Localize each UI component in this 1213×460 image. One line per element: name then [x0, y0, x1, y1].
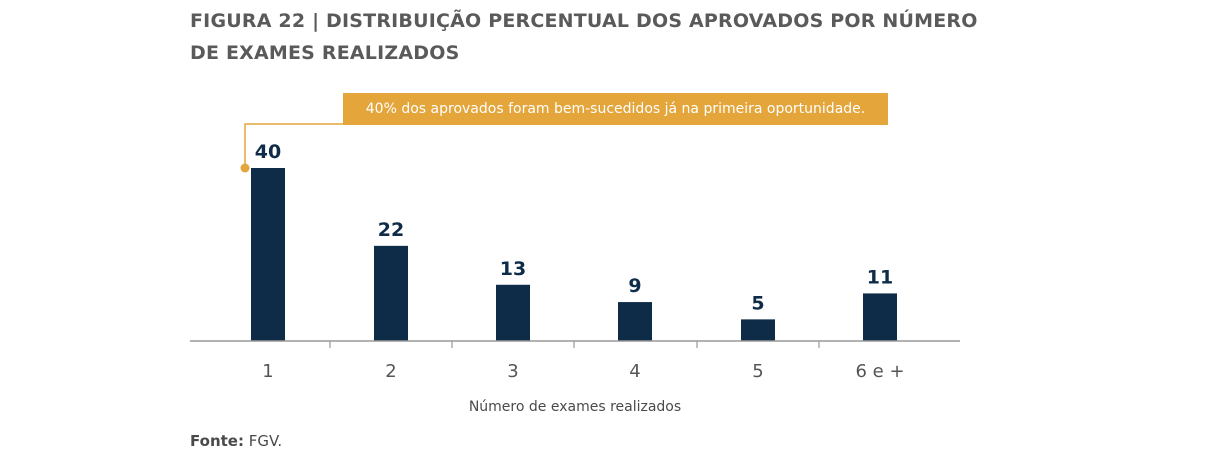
tick-label-5: 5: [752, 361, 763, 382]
title-line-1: FIGURA 22 | DISTRIBUIÇÃO PERCENTUAL DOS …: [190, 10, 978, 32]
source-value: FGV.: [248, 432, 283, 450]
bar-5: [741, 319, 775, 341]
x-axis: 1 2 3 4 5 6 e +: [190, 340, 960, 382]
tick-label-2: 2: [385, 361, 396, 382]
data-label-5: 5: [751, 292, 764, 314]
data-label-3: 13: [500, 258, 526, 280]
bars-group: 40 22 13 9 5 11: [251, 141, 897, 341]
data-label-4: 9: [628, 275, 641, 297]
tick-label-3: 3: [507, 361, 518, 382]
bar-6: [863, 293, 897, 341]
title-line-2: DE EXAMES REALIZADOS: [190, 42, 460, 64]
data-label-2: 22: [378, 219, 404, 241]
tick-label-4: 4: [629, 361, 640, 382]
x-axis-label: Número de exames realizados: [469, 399, 681, 415]
tick-label-1: 1: [262, 361, 273, 382]
source-label: Fonte:: [190, 432, 244, 450]
data-label-6: 11: [867, 266, 893, 288]
chart-title: FIGURA 22 | DISTRIBUIÇÃO PERCENTUAL DOS …: [190, 5, 1010, 69]
callout-connector: [240, 123, 343, 173]
bar-1: [251, 168, 285, 341]
bar-4: [618, 302, 652, 341]
bar-2: [374, 245, 408, 341]
data-label-1: 40: [255, 141, 281, 163]
callout-box: 40% dos aprovados foram bem-sucedidos já…: [343, 93, 888, 125]
callout-line: [244, 123, 343, 168]
source-note: Fonte: FGV.: [190, 432, 282, 450]
callout-dot: [240, 163, 250, 173]
bar-3: [496, 284, 530, 341]
tick-label-6: 6 e +: [855, 361, 904, 382]
